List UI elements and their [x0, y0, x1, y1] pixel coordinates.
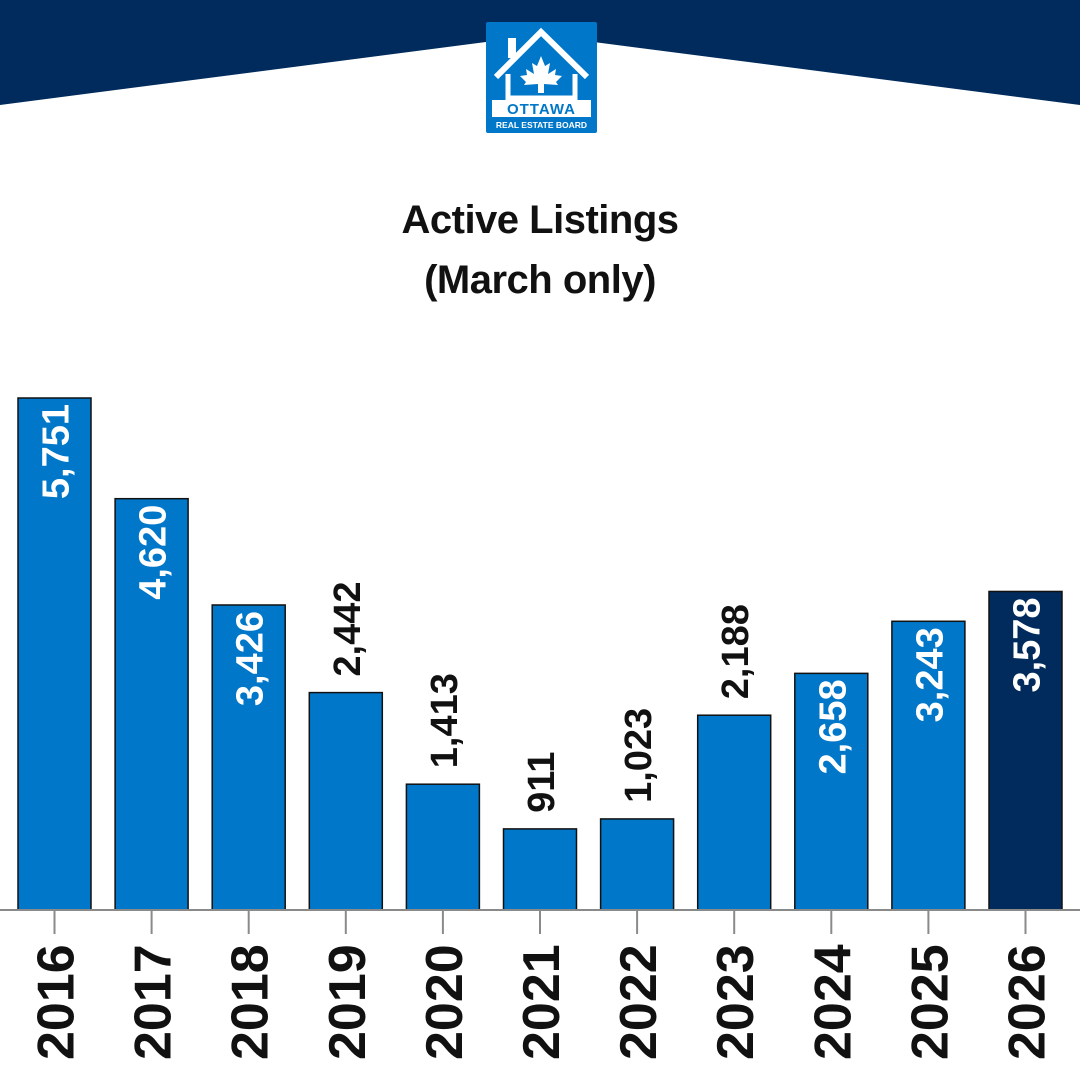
- bar-2016: [17, 397, 92, 911]
- x-tick-label: 2017: [125, 944, 183, 1060]
- value-label: 3,578: [1007, 597, 1049, 692]
- value-label: 3,243: [909, 627, 951, 722]
- value-label: 1,413: [424, 673, 466, 768]
- x-tick-label: 2016: [28, 944, 86, 1060]
- value-label: 911: [521, 752, 563, 813]
- x-tick-label: 2024: [804, 944, 862, 1060]
- x-tick-label: 2022: [610, 944, 668, 1060]
- value-label: 4,620: [133, 505, 175, 600]
- value-label: 1,023: [618, 708, 660, 803]
- bar-2021: [502, 828, 578, 911]
- x-tick-label: 2025: [901, 944, 959, 1060]
- ottawa-real-estate-board-logo: OTTAWA REAL ESTATE BOARD: [486, 22, 597, 133]
- value-label: 2,658: [812, 679, 854, 774]
- bar-2020: [405, 783, 481, 911]
- bar-2025: [891, 620, 966, 911]
- bar-2017: [114, 497, 189, 911]
- bar-2026: [988, 590, 1063, 911]
- house-roof-icon: [493, 27, 590, 80]
- bar-2018: [211, 604, 286, 911]
- x-tick-label: 2023: [707, 944, 765, 1060]
- x-tick-label: 2021: [513, 944, 571, 1060]
- value-label: 3,426: [230, 611, 272, 706]
- bar-2024: [794, 672, 869, 911]
- maple-leaf-icon: [520, 56, 562, 93]
- bar-2019: [308, 691, 384, 911]
- x-tick-label: 2020: [416, 944, 474, 1060]
- chart-title: Active Listings: [401, 198, 679, 242]
- value-label: 2,442: [327, 581, 369, 676]
- header-banner: [0, 0, 1080, 105]
- logo-sub-text: REAL ESTATE BOARD: [496, 120, 587, 130]
- x-tick-label: 2019: [319, 944, 377, 1060]
- value-label: 5,751: [36, 404, 78, 499]
- chart-subtitle: (March only): [424, 258, 656, 302]
- value-label: 2,188: [715, 604, 757, 699]
- x-tick-label: 2026: [999, 944, 1057, 1060]
- bar-2022: [599, 818, 675, 911]
- x-tick-label: 2018: [222, 944, 280, 1060]
- chart-title-block: Active Listings (March only): [0, 190, 1080, 310]
- logo-main-text: OTTAWA: [507, 101, 576, 118]
- bar-2023: [696, 714, 772, 911]
